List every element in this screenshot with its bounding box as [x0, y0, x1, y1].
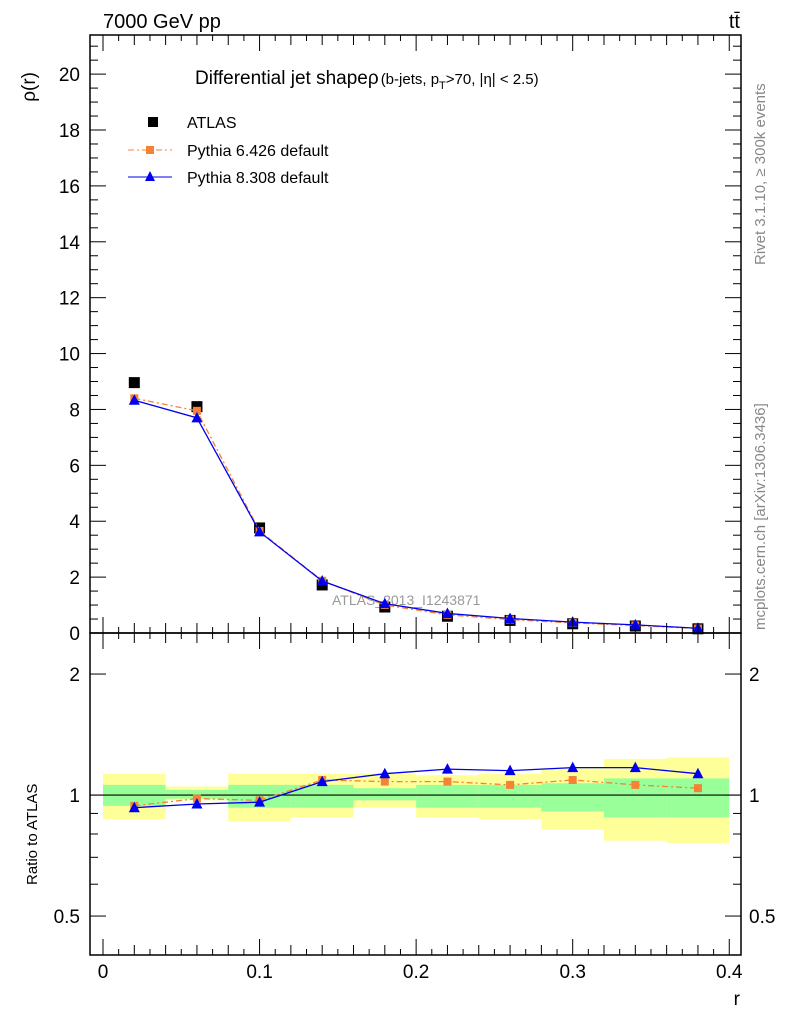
- ratio-band-inner-bin: [353, 788, 417, 801]
- ratio-py8-point: [191, 797, 203, 809]
- ratio-ytick-label-right: 2: [749, 665, 760, 686]
- analysis-watermark: ATLAS_2013_I1243871: [332, 592, 481, 608]
- ratio-ytick-label-left: 0.5: [54, 907, 80, 928]
- main-ytick-label: 18: [59, 121, 80, 142]
- main-py8-point: [128, 394, 140, 405]
- process-label: tt̄: [729, 11, 741, 33]
- main-atlas-point: [191, 401, 203, 413]
- source-label: mcplots.cern.ch [arXiv:1306.3436]: [752, 403, 769, 630]
- main-ytick-label: 20: [59, 65, 80, 86]
- ratio-py8-point: [441, 763, 453, 774]
- main-ytick-label: 16: [59, 177, 80, 198]
- ratio-band-inner-bin: [541, 783, 605, 812]
- main-ytick-label: 12: [59, 289, 80, 310]
- main-ytick-label: 0: [69, 624, 80, 645]
- ratio-py8-line: [134, 766, 699, 809]
- ratio-py8-point: [379, 767, 391, 779]
- ratio-band-inner-bin: [478, 784, 542, 808]
- ratio-py8-point: [504, 764, 516, 776]
- legend-label-py6: Pythia 6.426 default: [187, 143, 329, 160]
- ratio-ytick-label-right: 0.5: [749, 907, 775, 928]
- ratio-py6-point: [443, 777, 452, 786]
- ratio-py6-line: [134, 779, 698, 807]
- main-ytick-label: 4: [69, 512, 80, 533]
- xtick-label: 0.2: [403, 962, 429, 983]
- ratio-py6-point: [693, 784, 702, 793]
- xlabel: r: [734, 989, 741, 1010]
- ratio-py8-point: [629, 761, 641, 773]
- legend: ATLAS Pythia 6.426 default Pythia 8.308 …: [128, 115, 329, 187]
- legend-marker-py8: [145, 171, 155, 181]
- main-ytick-label: 2: [69, 568, 80, 589]
- main-py8-point: [504, 612, 516, 623]
- ratio-ytick-label-left: 2: [69, 665, 80, 686]
- main-py8-point: [254, 525, 266, 537]
- xtick-label: 0.1: [246, 962, 272, 983]
- main-py8-point: [441, 607, 453, 618]
- ratio-py8-point: [316, 775, 328, 787]
- chart-title: Differential jet shapeρ (b-jets, pT>70, |…: [195, 68, 539, 92]
- ratio-band-inner-bin: [165, 789, 229, 799]
- main-py8-point: [191, 411, 203, 423]
- main-py8-point: [316, 575, 328, 586]
- ratio-py6-point: [631, 780, 640, 789]
- main-ylabel: ρ(r): [19, 72, 40, 102]
- main-py6-point: [192, 406, 201, 415]
- main-ytick-label: 10: [59, 345, 80, 366]
- ratio-py8-point: [567, 761, 579, 773]
- main-ytick-label: 14: [59, 233, 81, 254]
- ratio-py8-point: [128, 801, 140, 813]
- xtick-label: 0.4: [716, 962, 743, 983]
- ratio-ytick-label-right: 1: [749, 786, 760, 807]
- ratio-py6-point: [568, 775, 577, 784]
- ratio-py8-point: [692, 767, 704, 779]
- legend-marker-atlas: [148, 117, 158, 127]
- ratio-band-inner-bin: [290, 784, 354, 808]
- ratio-py6-point: [506, 780, 515, 789]
- ratio-py6-point: [380, 777, 389, 786]
- main-py6-line: [134, 397, 698, 630]
- main-py8-point: [379, 597, 391, 609]
- ratio-ytick-label-left: 1: [69, 786, 80, 807]
- legend-marker-py6: [146, 146, 154, 154]
- legend-label-py8: Pythia 8.308 default: [187, 170, 329, 187]
- legend-label-atlas: ATLAS: [187, 115, 237, 132]
- ratio-band-inner-bin: [416, 784, 479, 808]
- main-atlas-point: [128, 377, 140, 389]
- ratio-py8-point: [254, 796, 266, 807]
- ratio-frame: [89, 632, 742, 956]
- rivet-label: Rivet 3.1.10, ≥ 300k events: [752, 83, 769, 265]
- main-ytick-label: 6: [69, 456, 80, 477]
- main-ytick-label: 8: [69, 400, 80, 421]
- xtick-label: 0: [98, 962, 109, 983]
- energy-label: 7000 GeV pp: [103, 11, 221, 33]
- xtick-label: 0.3: [559, 962, 585, 983]
- ratio-ylabel: Ratio to ATLAS: [24, 784, 41, 885]
